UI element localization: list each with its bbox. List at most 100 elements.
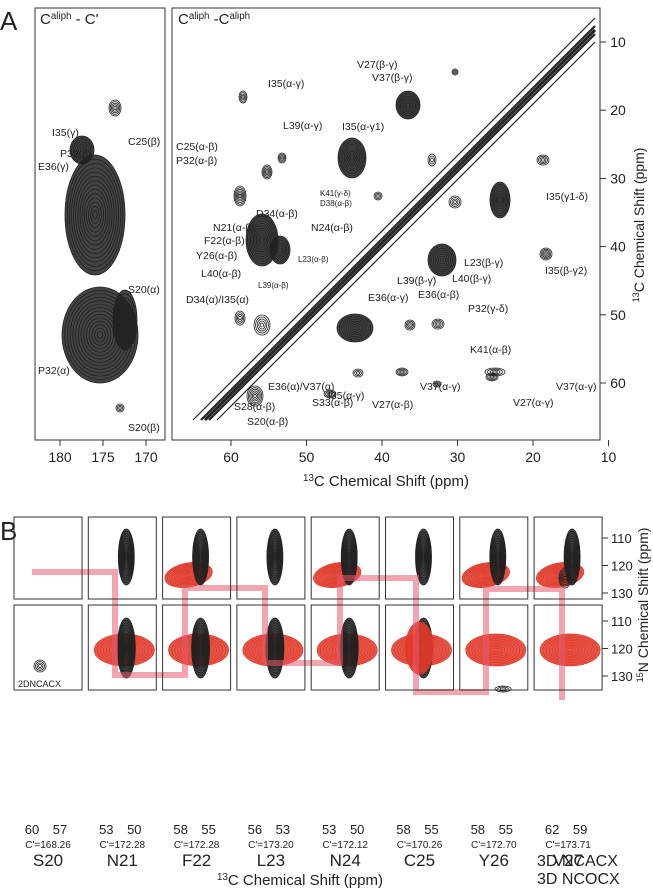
contour [493, 188, 507, 212]
contour [339, 139, 365, 177]
contour [566, 648, 574, 653]
peak-label: V37(β-γ) [372, 72, 412, 84]
contour [88, 201, 102, 229]
x-tick-label: 30 [450, 449, 466, 465]
contour [490, 183, 510, 217]
contour [346, 640, 352, 656]
legend-entry: 3D NCACX [537, 853, 618, 870]
x-tick-label: 53 [322, 822, 336, 837]
contour [78, 145, 86, 155]
contour [544, 252, 548, 256]
contour [418, 540, 429, 574]
contour [407, 322, 413, 328]
contour [121, 542, 131, 572]
contour [119, 535, 133, 579]
contour [77, 180, 113, 250]
contour [407, 625, 432, 671]
contour [81, 188, 109, 242]
contour [350, 324, 360, 332]
contour [348, 645, 351, 651]
contour [436, 253, 448, 267]
contour [270, 542, 280, 572]
contour [246, 385, 264, 407]
peak-label: P32(γ-δ) [468, 303, 508, 315]
contour [569, 547, 576, 567]
y-tick-label: 130 [611, 669, 633, 684]
strip-frame [385, 516, 454, 600]
contour [120, 308, 130, 332]
contour [487, 368, 503, 376]
contour [235, 312, 245, 324]
contour [542, 249, 551, 258]
contour [421, 551, 426, 563]
contour [269, 540, 280, 574]
contour [118, 406, 122, 410]
contour [489, 646, 503, 654]
contour [562, 574, 568, 582]
peak-label: N21(α-β) [213, 222, 255, 234]
contour [73, 139, 91, 161]
contour [79, 184, 111, 246]
peak-label: E36(α-β) [418, 289, 459, 301]
residue-label: F22 [182, 851, 211, 870]
contour [253, 393, 257, 399]
contour [345, 544, 353, 570]
peak-label: S20(β) [128, 422, 160, 434]
panel-title: Caliph - C' [40, 11, 99, 29]
contour [192, 622, 209, 674]
contour [124, 642, 129, 654]
contour [198, 551, 203, 563]
contour [434, 321, 442, 327]
contour [343, 630, 355, 666]
x-tick-label: 10 [601, 449, 617, 465]
contour [538, 155, 548, 165]
contour [397, 368, 407, 376]
peak-label: I35(α-γ) [268, 78, 304, 90]
contour [405, 320, 415, 330]
contour [123, 549, 129, 565]
contour [398, 94, 418, 116]
y-tick-label: 40 [610, 239, 626, 255]
text-part: N Chemical Shift (ppm) [635, 528, 651, 673]
contour [565, 533, 580, 581]
contour [272, 239, 288, 261]
contour [264, 168, 270, 176]
contour [342, 144, 362, 172]
contour [347, 322, 363, 334]
residue-label: C25 [404, 851, 435, 870]
contour [451, 198, 459, 206]
contour [427, 153, 437, 167]
x-tick-label: 40 [374, 449, 390, 465]
contour [193, 533, 208, 581]
contour [255, 316, 269, 334]
residue-label: N21 [107, 851, 138, 870]
peak-label: E36(α-γ) [368, 292, 409, 304]
y-tick-label: 10 [610, 34, 626, 50]
contour [269, 537, 281, 577]
contour [338, 315, 372, 341]
contour [262, 165, 272, 178]
spectra [33, 17, 601, 693]
peak-label: L39(α-β) [258, 281, 289, 290]
residue-label: Y26 [479, 851, 509, 870]
cprime-label: C'=172.12 [322, 840, 368, 851]
contour [571, 554, 574, 560]
contour [567, 542, 577, 572]
superscript: aliph [51, 11, 72, 22]
peak-label: S28(α-β) [234, 401, 275, 413]
peak-label: C25(α-β) [176, 141, 218, 153]
contour [123, 547, 130, 567]
contour [260, 237, 264, 243]
contour [267, 625, 283, 671]
x-tick-label: 53 [276, 822, 290, 837]
contour [183, 572, 194, 578]
peak-label: L39(β-γ) [397, 275, 436, 287]
y-tick-label: 120 [611, 559, 633, 574]
contour [354, 369, 362, 377]
contour [121, 540, 132, 574]
peak-label: I35(γ1-δ) [546, 191, 588, 203]
contour [233, 185, 247, 207]
contour [271, 544, 279, 570]
diagonal [203, 28, 597, 422]
contour [345, 635, 354, 661]
